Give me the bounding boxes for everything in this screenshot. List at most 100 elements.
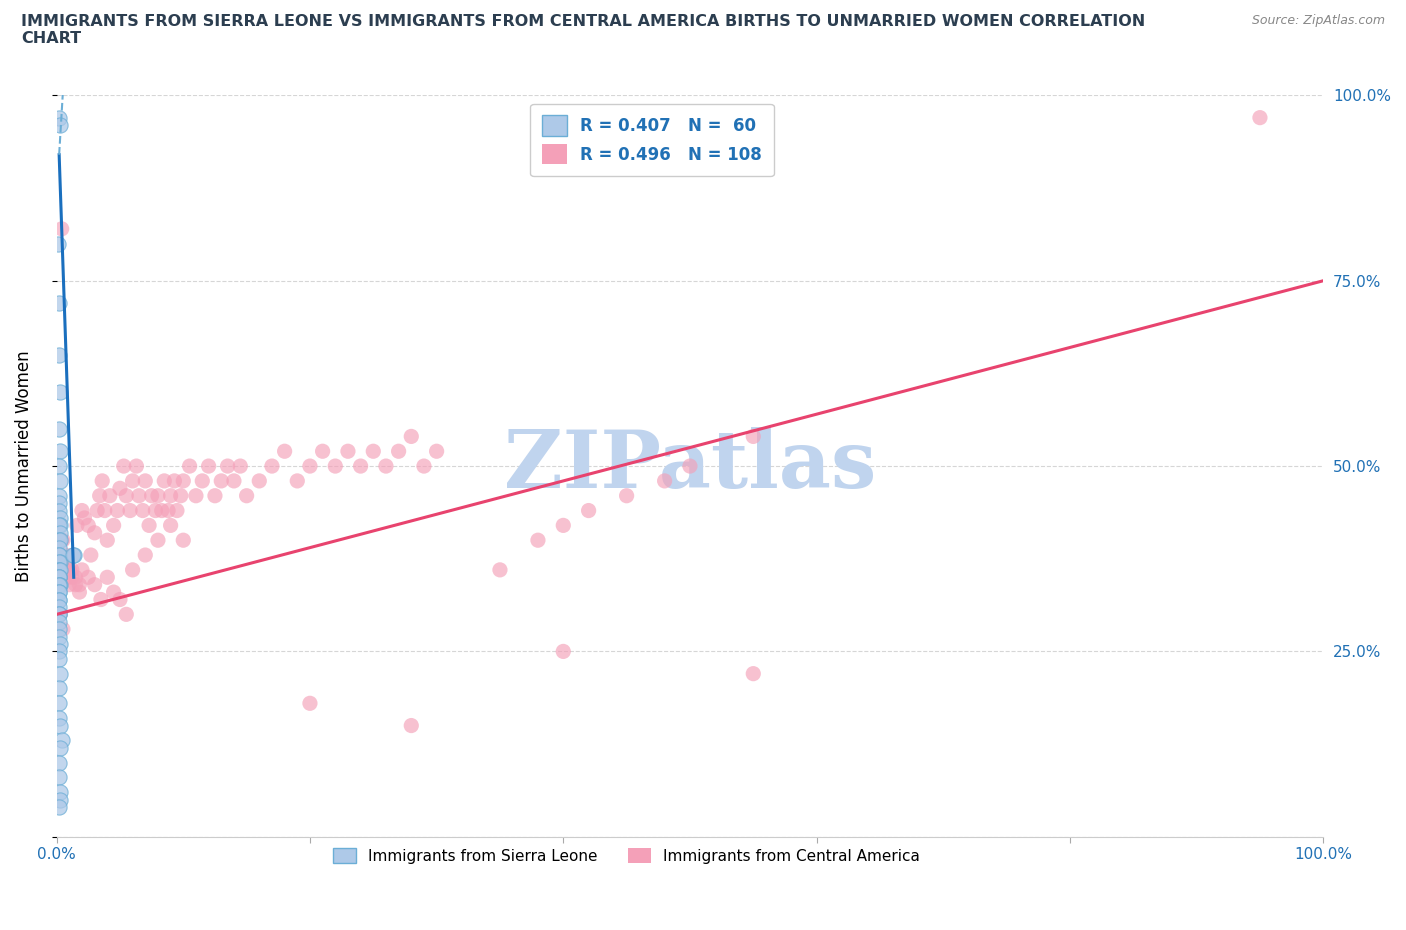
Point bbox=[179, 458, 201, 473]
Point bbox=[48, 770, 70, 785]
Point bbox=[49, 578, 72, 592]
Point bbox=[89, 488, 111, 503]
Point bbox=[48, 607, 70, 622]
Point bbox=[48, 518, 70, 533]
Point bbox=[48, 578, 70, 592]
Point bbox=[157, 503, 180, 518]
Point bbox=[298, 458, 321, 473]
Point bbox=[336, 444, 359, 458]
Point bbox=[67, 585, 90, 600]
Point bbox=[48, 592, 70, 607]
Point bbox=[65, 578, 87, 592]
Point bbox=[62, 548, 84, 563]
Point bbox=[49, 548, 72, 563]
Point bbox=[48, 563, 70, 578]
Point bbox=[58, 563, 80, 578]
Point bbox=[311, 444, 333, 458]
Point bbox=[91, 473, 114, 488]
Point bbox=[55, 548, 77, 563]
Point bbox=[679, 458, 702, 473]
Point bbox=[323, 458, 346, 473]
Point bbox=[217, 458, 239, 473]
Point bbox=[49, 117, 72, 132]
Point bbox=[273, 444, 295, 458]
Point bbox=[49, 511, 72, 525]
Point bbox=[204, 488, 226, 503]
Point bbox=[361, 444, 384, 458]
Text: Source: ZipAtlas.com: Source: ZipAtlas.com bbox=[1251, 14, 1385, 27]
Point bbox=[115, 488, 138, 503]
Point bbox=[229, 458, 252, 473]
Point bbox=[65, 570, 87, 585]
Point bbox=[48, 644, 70, 658]
Point bbox=[49, 666, 72, 681]
Point bbox=[48, 585, 70, 600]
Point bbox=[49, 444, 72, 458]
Point bbox=[578, 503, 600, 518]
Point bbox=[48, 348, 70, 363]
Point bbox=[67, 578, 90, 592]
Point bbox=[83, 578, 105, 592]
Point bbox=[107, 503, 129, 518]
Point bbox=[52, 622, 75, 637]
Point bbox=[48, 540, 70, 555]
Point bbox=[90, 592, 112, 607]
Point bbox=[62, 548, 84, 563]
Point bbox=[66, 518, 89, 533]
Point bbox=[49, 563, 72, 578]
Point bbox=[163, 473, 186, 488]
Point bbox=[77, 570, 100, 585]
Point bbox=[141, 488, 163, 503]
Point bbox=[96, 570, 118, 585]
Point bbox=[49, 548, 72, 563]
Point bbox=[51, 533, 73, 548]
Point bbox=[172, 533, 194, 548]
Point bbox=[159, 518, 181, 533]
Text: ZIPatlas: ZIPatlas bbox=[503, 427, 876, 505]
Point bbox=[49, 607, 72, 622]
Point bbox=[112, 458, 135, 473]
Y-axis label: Births to Unmarried Women: Births to Unmarried Women bbox=[15, 351, 32, 582]
Point bbox=[184, 488, 207, 503]
Point bbox=[128, 488, 150, 503]
Point bbox=[103, 518, 125, 533]
Point bbox=[58, 578, 80, 592]
Point bbox=[413, 458, 436, 473]
Point bbox=[49, 533, 72, 548]
Point bbox=[51, 733, 73, 748]
Point bbox=[138, 518, 160, 533]
Point bbox=[134, 473, 156, 488]
Point bbox=[108, 592, 131, 607]
Point bbox=[134, 548, 156, 563]
Point bbox=[48, 503, 70, 518]
Point bbox=[401, 429, 423, 444]
Point bbox=[48, 563, 70, 578]
Point bbox=[48, 630, 70, 644]
Point bbox=[349, 458, 371, 473]
Text: IMMIGRANTS FROM SIERRA LEONE VS IMMIGRANTS FROM CENTRAL AMERICA BIRTHS TO UNMARR: IMMIGRANTS FROM SIERRA LEONE VS IMMIGRAN… bbox=[21, 14, 1146, 46]
Point bbox=[285, 473, 308, 488]
Point bbox=[374, 458, 396, 473]
Point bbox=[83, 525, 105, 540]
Point bbox=[120, 503, 142, 518]
Point bbox=[235, 488, 257, 503]
Point bbox=[742, 666, 765, 681]
Point bbox=[172, 473, 194, 488]
Point bbox=[49, 525, 72, 540]
Point bbox=[489, 563, 512, 578]
Point bbox=[49, 555, 72, 570]
Point bbox=[48, 496, 70, 511]
Point bbox=[60, 570, 83, 585]
Point bbox=[48, 110, 70, 125]
Point bbox=[153, 473, 176, 488]
Point bbox=[132, 503, 155, 518]
Point bbox=[55, 570, 77, 585]
Point bbox=[115, 607, 138, 622]
Point bbox=[121, 473, 143, 488]
Point bbox=[48, 800, 70, 815]
Point bbox=[49, 563, 72, 578]
Point bbox=[86, 503, 108, 518]
Point bbox=[48, 570, 70, 585]
Point bbox=[80, 548, 103, 563]
Point bbox=[48, 681, 70, 696]
